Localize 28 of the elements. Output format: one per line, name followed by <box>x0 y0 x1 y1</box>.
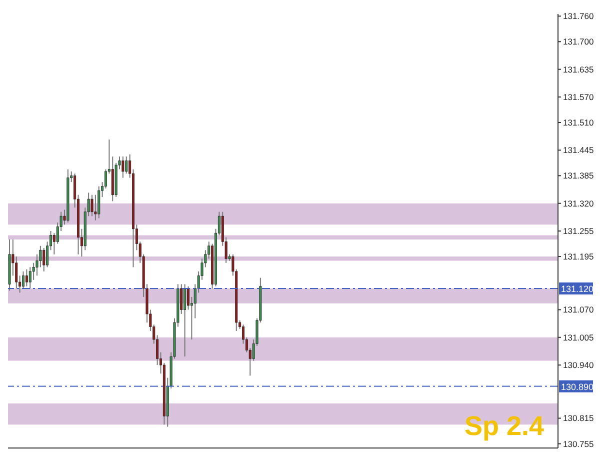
candlestick <box>25 268 28 287</box>
candlestick <box>42 248 46 272</box>
y-tick-label: 131.700 <box>563 36 594 47</box>
ref-line-label: 131.120 <box>561 284 594 294</box>
y-tick-label: 131.635 <box>563 64 594 74</box>
candlestick <box>28 266 32 289</box>
candlestick <box>22 270 24 289</box>
y-tick-label: 130.940 <box>563 360 594 370</box>
y-tick-label: 131.445 <box>563 145 594 156</box>
y-tick-label: 131.320 <box>563 198 594 208</box>
y-tick-label: 131.005 <box>563 332 594 342</box>
annotation: Sp 2.4 <box>464 411 544 442</box>
ref-line-label: 130.890 <box>561 382 594 392</box>
y-tick-label: 131.570 <box>563 92 594 102</box>
y-tick-label: 131.195 <box>563 252 594 262</box>
candlestick <box>122 156 124 178</box>
y-tick-label: 130.815 <box>563 413 594 424</box>
candlestick <box>90 194 94 217</box>
candlestick <box>184 284 186 358</box>
y-tick-label: 131.255 <box>563 226 594 236</box>
y-tick-label: 130.755 <box>563 438 594 449</box>
candlestick <box>125 156 128 174</box>
y-tick-label: 131.385 <box>563 170 594 181</box>
candlestick <box>98 186 100 219</box>
y-tick-label: 131.070 <box>563 304 594 315</box>
candlestick <box>94 194 97 221</box>
y-tick-label: 131.510 <box>563 118 594 128</box>
y-tick-label: 131.760 <box>563 11 594 22</box>
